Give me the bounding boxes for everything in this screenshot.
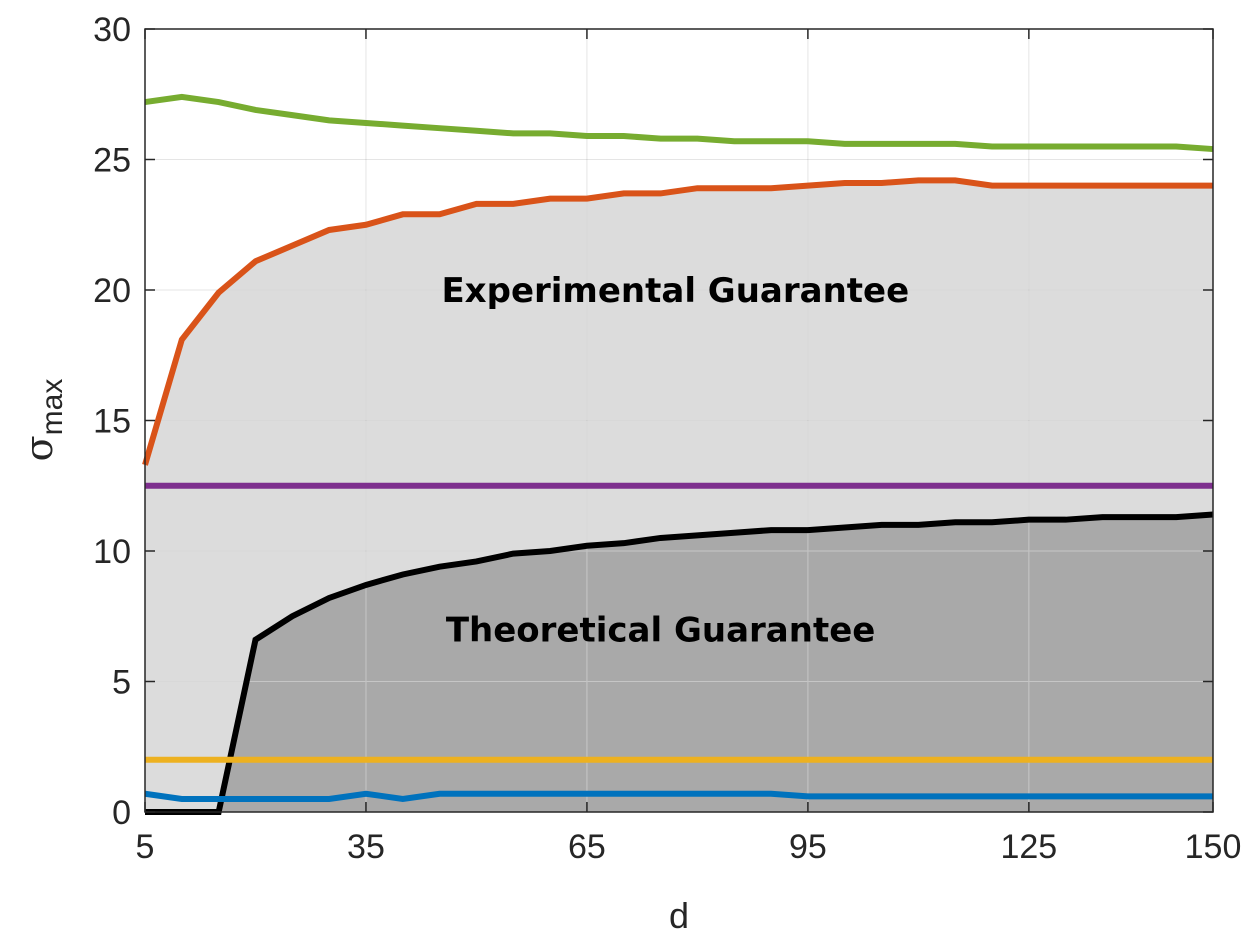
x-tick-label: 150 xyxy=(1185,828,1242,866)
y-tick-label: 10 xyxy=(93,533,131,571)
y-tick-label: 5 xyxy=(112,664,131,702)
y-tick-label: 20 xyxy=(93,272,131,310)
y-tick-label: 25 xyxy=(93,142,131,180)
y-tick-label: 15 xyxy=(93,403,131,441)
y-tick-label: 30 xyxy=(93,11,131,49)
region-theoretical-guarantee xyxy=(145,514,1213,812)
x-tick-label: 5 xyxy=(136,828,155,866)
series-line-3 xyxy=(145,511,1214,815)
x-tick-label: 65 xyxy=(568,828,606,866)
svg-text:σmax: σmax xyxy=(17,379,69,462)
y-tick-label: 0 xyxy=(112,794,131,832)
series-lines xyxy=(142,93,1214,815)
x-tick-label: 125 xyxy=(1000,828,1057,866)
series-line-5 xyxy=(144,790,1213,802)
shaded-regions xyxy=(145,180,1213,812)
annotations: Experimental Guarantee Theoretical Guaran… xyxy=(441,271,909,650)
x-tick-label: 95 xyxy=(789,828,827,866)
y-axis-label-symbol: σ xyxy=(17,435,61,461)
tick-marks xyxy=(144,28,1214,813)
series-line-0 xyxy=(144,93,1214,153)
y-axis-label: σmax xyxy=(17,379,69,462)
x-tick-label: 35 xyxy=(347,828,385,866)
annotation-label: Experimental Guarantee xyxy=(441,271,909,311)
y-axis-label-subscript: max xyxy=(36,379,69,436)
series-line-1 xyxy=(142,177,1213,466)
x-axis-label: d xyxy=(669,895,689,936)
annotation-label: Theoretical Guarantee xyxy=(446,610,875,650)
